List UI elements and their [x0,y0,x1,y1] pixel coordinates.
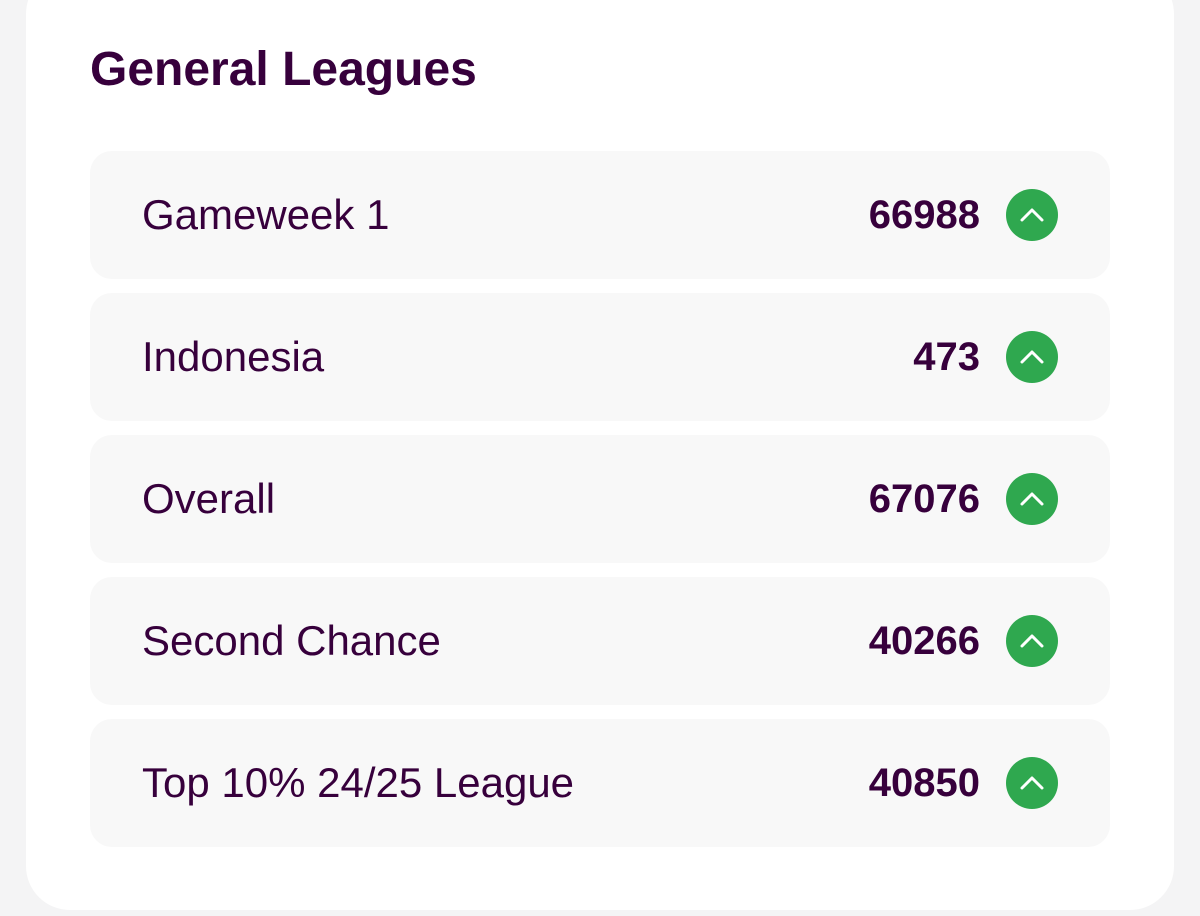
league-list: Gameweek 1 66988 Indonesia 473 Overall 6… [90,151,1110,861]
league-rank: 67076 [868,476,980,521]
league-name: Second Chance [142,617,441,664]
chevron-up-icon [1006,473,1058,525]
league-row-overall[interactable]: Overall 67076 [90,435,1110,563]
league-name: Gameweek 1 [142,191,390,238]
chevron-up-icon [1006,331,1058,383]
league-name: Top 10% 24/25 League [142,759,575,806]
league-name: Overall [142,475,276,522]
chevron-up-icon [1006,189,1058,241]
league-rank: 473 [913,334,980,379]
chevron-up-icon [1006,757,1058,809]
league-row-second-chance[interactable]: Second Chance 40266 [90,577,1110,705]
league-row-top-10-percent[interactable]: Top 10% 24/25 League 40850 [90,719,1110,847]
chevron-up-icon [1006,615,1058,667]
league-rank: 40850 [868,760,980,805]
league-row-indonesia[interactable]: Indonesia 473 [90,293,1110,421]
section-title: General Leagues [90,43,477,96]
league-row-gameweek-1[interactable]: Gameweek 1 66988 [90,151,1110,279]
league-rank: 40266 [868,618,980,663]
league-name: Indonesia [142,333,325,380]
league-rank: 66988 [868,192,980,237]
